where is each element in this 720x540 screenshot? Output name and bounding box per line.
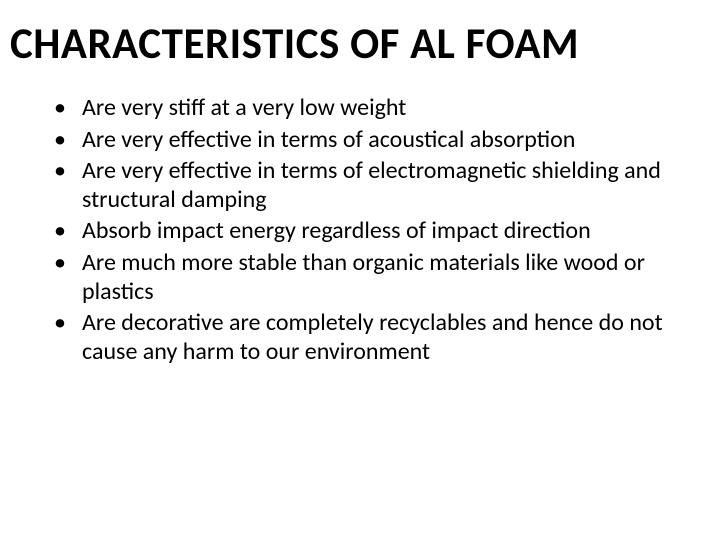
- list-item: Absorb impact energy regardless of impac…: [54, 216, 696, 245]
- slide-title: CHARACTERISTICS OF AL FOAM: [10, 20, 696, 67]
- list-item: Are very stiff at a very low weight: [54, 93, 696, 122]
- list-item: Are very effective in terms of acoustica…: [54, 125, 696, 154]
- list-item: Are very effective in terms of electroma…: [54, 156, 696, 215]
- list-item: Are much more stable than organic materi…: [54, 248, 696, 307]
- slide-container: CHARACTERISTICS OF AL FOAM Are very stif…: [0, 0, 720, 540]
- bullet-list: Are very stiff at a very low weight Are …: [10, 93, 696, 366]
- list-item: Are decorative are completely recyclable…: [54, 308, 696, 367]
